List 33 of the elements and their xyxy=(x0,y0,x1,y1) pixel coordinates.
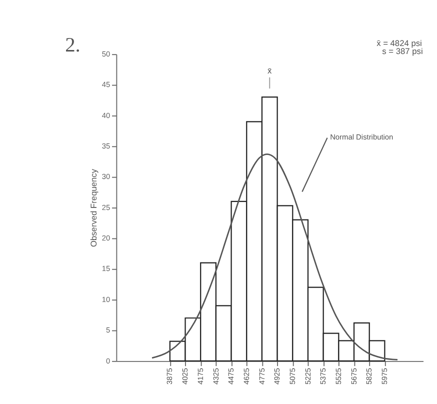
annotation: Normal Distribution xyxy=(330,132,394,142)
x-tick-label: 5825 xyxy=(364,368,374,384)
annotation: x̄ xyxy=(268,66,273,76)
x-tick-label: 4175 xyxy=(196,368,205,384)
y-tick-label: 50 xyxy=(102,49,110,58)
x-tick-label: 5525 xyxy=(334,368,343,384)
y-tick-label: 5 xyxy=(106,326,110,335)
x-tick-label: 4775 xyxy=(257,368,266,384)
y-tick-label: 20 xyxy=(102,234,110,243)
x-tick-label: 5075 xyxy=(288,368,297,384)
text: x̄ = 4824 psi xyxy=(376,38,422,48)
y-tick-label: 15 xyxy=(102,264,110,274)
x-tick-label: 3875 xyxy=(165,368,174,384)
x-tick-label: 4325 xyxy=(211,368,220,384)
y-tick-label: 30 xyxy=(102,172,110,182)
y-tick-label: 25 xyxy=(102,202,110,212)
x-tick-label: 5675 xyxy=(349,368,358,384)
x-tick-label: 4475 xyxy=(226,368,236,384)
annotation: s = 387 psi xyxy=(382,46,423,56)
x-tick-label: 4625 xyxy=(242,368,251,384)
y-tick-label: 45 xyxy=(102,80,110,90)
y-tick-label: 35 xyxy=(102,142,110,150)
y-axis-title: Observed Frequency xyxy=(88,168,98,248)
x-tick-label: 4925 xyxy=(272,368,282,384)
x-tick-label: 5375 xyxy=(318,368,328,384)
x-tick-label: 5225 xyxy=(303,368,312,384)
line-series xyxy=(151,153,398,360)
y-tick-label: 40 xyxy=(102,110,110,120)
x-tick-label: 5975 xyxy=(380,368,390,384)
text: 2. xyxy=(65,34,80,56)
x-tick-label: 4025 xyxy=(180,368,190,384)
y-tick-label: 10 xyxy=(102,294,110,304)
y-tick-label: 0 xyxy=(106,356,110,366)
